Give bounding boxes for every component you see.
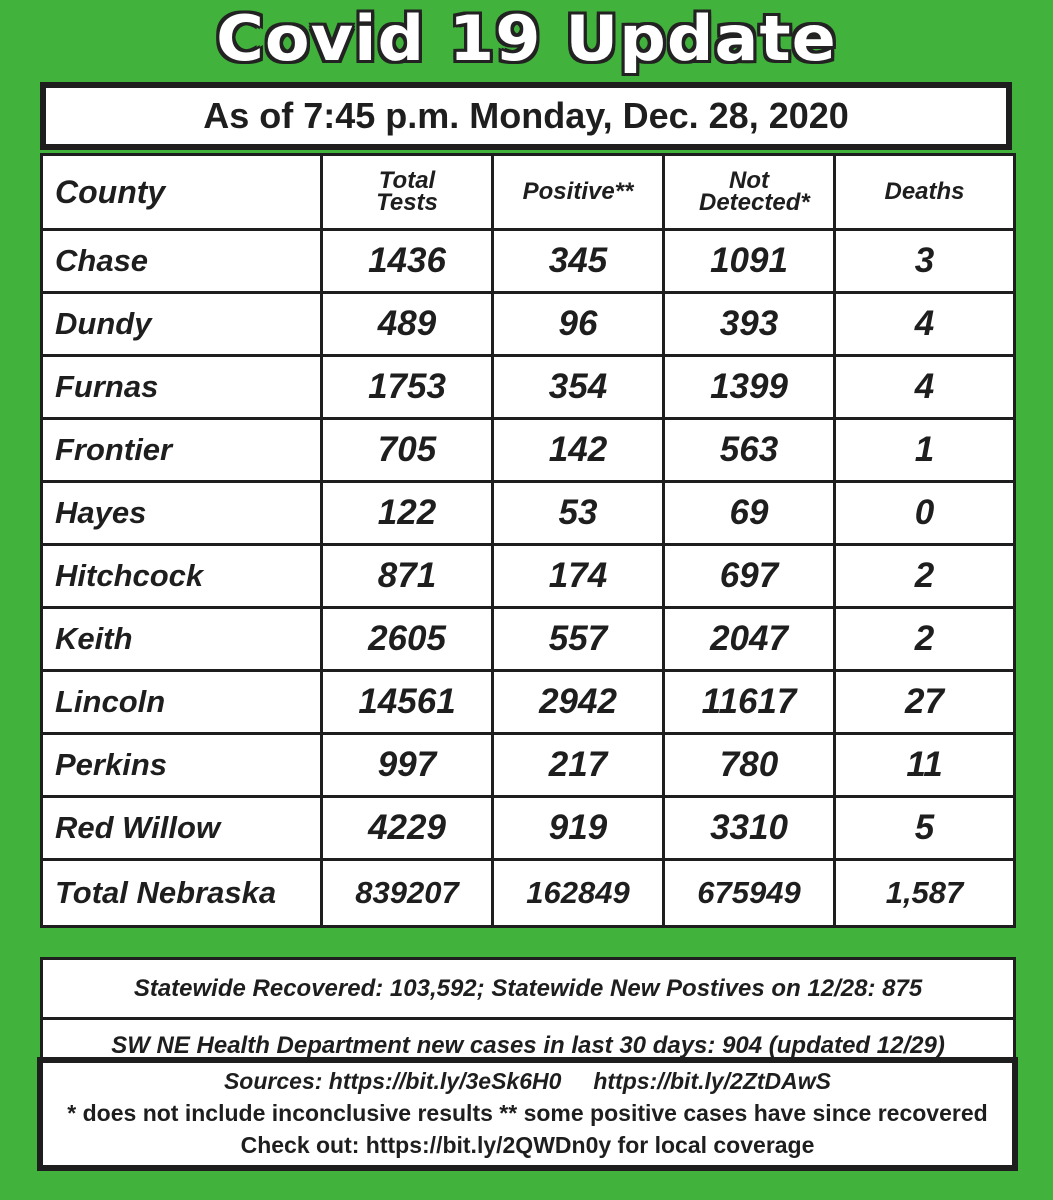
cell-positive: 919 [491,795,665,861]
cell-deaths: 1,587 [833,858,1016,928]
cell-positive: 162849 [491,858,665,928]
cell-not-detected: 1091 [662,228,836,294]
cell-positive: 557 [491,606,665,672]
sources-line: Sources: https://bit.ly/3eSk6H0 https://… [223,1068,832,1094]
cell-deaths: 2 [833,606,1016,672]
cell-total-tests: 839207 [320,858,494,928]
cell-positive: 354 [491,354,665,420]
cell-positive: 217 [491,732,665,798]
table-row: Perkins 997 217 780 11 [40,732,1016,798]
table-row: Furnas 1753 354 1399 4 [40,354,1016,420]
cell-deaths: 11 [833,732,1016,798]
table-row: Lincoln 14561 2942 11617 27 [40,669,1016,735]
local-coverage-line: Check out: https://bit.ly/2QWDn0y for lo… [240,1132,815,1158]
table-row: Frontier 705 142 563 1 [40,417,1016,483]
cell-county: Keith [40,606,323,672]
cell-not-detected: 2047 [662,606,836,672]
table-header-row: County Total Tests Positive** Not Detect… [40,153,1016,231]
cell-deaths: 1 [833,417,1016,483]
sources-box: Sources: https://bit.ly/3eSk6H0 https://… [37,1057,1018,1171]
covid-table: County Total Tests Positive** Not Detect… [40,153,1016,928]
cell-positive: 345 [491,228,665,294]
header-total-tests: Total Tests [320,153,494,231]
cell-positive: 142 [491,417,665,483]
cell-deaths: 4 [833,354,1016,420]
cell-county: Furnas [40,354,323,420]
cell-deaths: 4 [833,291,1016,357]
cell-not-detected: 1399 [662,354,836,420]
cell-total-tests: 1753 [320,354,494,420]
total-row: Total Nebraska 839207 162849 675949 1,587 [40,858,1016,928]
cell-not-detected: 3310 [662,795,836,861]
header-not-detected: Not Detected* [662,153,836,231]
cell-county: Red Willow [40,795,323,861]
as-of-date: As of 7:45 p.m. Monday, Dec. 28, 2020 [40,82,1012,150]
cell-total-tests: 4229 [320,795,494,861]
cell-positive: 174 [491,543,665,609]
cell-total-tests: 997 [320,732,494,798]
cell-deaths: 5 [833,795,1016,861]
table-row: Chase 1436 345 1091 3 [40,228,1016,294]
cell-deaths: 2 [833,543,1016,609]
header-not-detected-label: Not Detected* [699,167,810,216]
header-county: County [40,153,323,231]
cell-not-detected: 563 [662,417,836,483]
table-row: Hayes 122 53 69 0 [40,480,1016,546]
cell-county: Total Nebraska [40,858,323,928]
cell-not-detected: 780 [662,732,836,798]
cell-total-tests: 14561 [320,669,494,735]
cell-total-tests: 1436 [320,228,494,294]
cell-county: Hayes [40,480,323,546]
header-deaths: Deaths [833,153,1016,231]
cell-deaths: 0 [833,480,1016,546]
cell-positive: 96 [491,291,665,357]
table-row: Keith 2605 557 2047 2 [40,606,1016,672]
cell-not-detected: 393 [662,291,836,357]
cell-positive: 53 [491,480,665,546]
cell-total-tests: 705 [320,417,494,483]
table-row: Hitchcock 871 174 697 2 [40,543,1016,609]
cell-not-detected: 675949 [662,858,836,928]
cell-county: Dundy [40,291,323,357]
table-row: Red Willow 4229 919 3310 5 [40,795,1016,861]
cell-deaths: 3 [833,228,1016,294]
statewide-note: Statewide Recovered: 103,592; Statewide … [40,957,1016,1020]
cell-total-tests: 871 [320,543,494,609]
cell-not-detected: 69 [662,480,836,546]
cell-not-detected: 697 [662,543,836,609]
footnote-line: * does not include inconclusive results … [67,1100,988,1126]
cell-not-detected: 11617 [662,669,836,735]
cell-total-tests: 122 [320,480,494,546]
page-title: Covid 19 Update [216,2,837,75]
health-dept-note: SW NE Health Department new cases in las… [40,1017,1016,1063]
cell-total-tests: 2605 [320,606,494,672]
cell-county: Chase [40,228,323,294]
cell-county: Perkins [40,732,323,798]
header-positive: Positive** [491,153,665,231]
cell-deaths: 27 [833,669,1016,735]
table-row: Dundy 489 96 393 4 [40,291,1016,357]
header-total-tests-label: Total Tests [376,167,438,216]
cell-county: Hitchcock [40,543,323,609]
cell-total-tests: 489 [320,291,494,357]
cell-positive: 2942 [491,669,665,735]
cell-county: Frontier [40,417,323,483]
cell-county: Lincoln [40,669,323,735]
